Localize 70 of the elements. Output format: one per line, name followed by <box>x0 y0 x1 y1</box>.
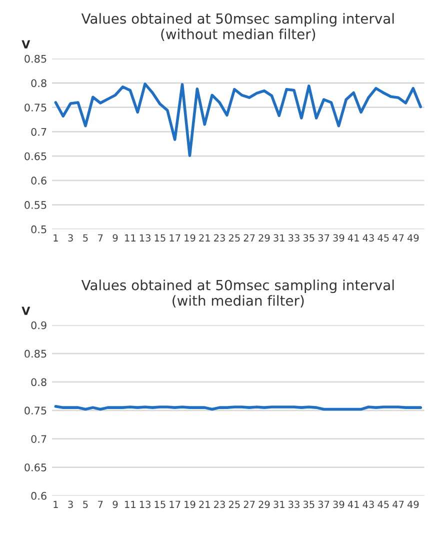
x-tick-label: 33 <box>288 500 300 508</box>
x-tick-label: 7 <box>98 500 103 508</box>
x-tick-label: 43 <box>362 234 374 242</box>
x-tick-label: 13 <box>140 500 150 508</box>
x-tick-label: 21 <box>199 234 210 242</box>
x-tick-label: 9 <box>112 500 118 508</box>
x-tick-label: 25 <box>228 500 240 508</box>
y-tick-label: 0.65 <box>24 463 46 472</box>
x-tick-label: 45 <box>378 234 389 242</box>
x-tick-label: 15 <box>154 234 166 242</box>
x-tick-label: 41 <box>348 500 359 508</box>
x-tick-label: 31 <box>274 500 284 508</box>
x-tick-label: 19 <box>184 500 196 508</box>
x-tick-label: 1 <box>54 500 58 508</box>
x-tick-label: 23 <box>214 500 225 508</box>
line-series <box>54 82 422 157</box>
chart-title: Values obtained at 50msec sampling interval (without median filter) <box>81 13 394 42</box>
x-tick-label: 25 <box>228 234 240 242</box>
y-tick-label: 0.85 <box>24 350 46 358</box>
x-tick-label: 9 <box>112 234 118 242</box>
x-tick-label: 3 <box>68 500 73 508</box>
x-tick-label: 39 <box>333 234 344 242</box>
y-tick-label: 0.9 <box>31 321 46 330</box>
x-tick-label: 49 <box>407 500 419 508</box>
y-tick-label: 0.5 <box>31 225 46 234</box>
x-tick-label: 31 <box>274 234 284 242</box>
x-tick-label: 7 <box>98 234 103 242</box>
x-tick-label: 49 <box>407 234 419 242</box>
y-tick-label: 0.65 <box>24 152 46 160</box>
x-tick-label: 27 <box>244 500 255 508</box>
y-tick-label: 0.6 <box>31 492 46 500</box>
y-tick-label: 0.75 <box>24 406 46 415</box>
x-tick-label: 45 <box>378 500 389 508</box>
x-tick-label: 5 <box>83 234 88 242</box>
x-tick-label: 47 <box>392 234 404 242</box>
x-tick-label: 21 <box>199 500 210 508</box>
y-axis-title: V <box>22 40 30 48</box>
x-tick-label: 15 <box>154 500 166 508</box>
x-tick-label: 37 <box>318 234 330 242</box>
x-tick-label: 29 <box>258 234 270 242</box>
x-tick-label: 23 <box>214 234 225 242</box>
y-tick-label: 0.75 <box>24 104 46 112</box>
x-tick-label: 37 <box>318 500 330 508</box>
x-tick-label: 11 <box>125 500 136 508</box>
x-tick-label: 5 <box>83 500 88 508</box>
y-tick-label: 0.8 <box>31 378 46 386</box>
x-tick-label: 1 <box>54 234 58 242</box>
x-tick-label: 39 <box>333 500 344 508</box>
x-tick-label: 35 <box>303 234 314 242</box>
y-tick-label: 0.8 <box>31 79 46 88</box>
x-tick-label: 47 <box>392 500 404 508</box>
y-tick-label: 0.7 <box>31 128 46 136</box>
y-tick-label: 0.55 <box>24 201 46 209</box>
x-tick-label: 33 <box>288 234 300 242</box>
chart-title: Values obtained at 50msec sampling interval (with median filter) <box>81 280 394 308</box>
x-tick-label: 27 <box>244 234 255 242</box>
x-tick-label: 13 <box>140 234 150 242</box>
x-tick-label: 3 <box>68 234 73 242</box>
y-tick-label: 0.85 <box>24 54 46 63</box>
x-tick-label: 17 <box>170 500 180 508</box>
y-tick-label: 0.6 <box>31 176 46 185</box>
x-tick-label: 29 <box>258 500 270 508</box>
x-tick-label: 35 <box>303 500 314 508</box>
x-tick-label: 43 <box>362 500 374 508</box>
x-tick-label: 11 <box>125 234 136 242</box>
y-axis-title: V <box>22 306 30 315</box>
x-tick-label: 19 <box>184 234 196 242</box>
y-tick-label: 0.7 <box>31 435 46 443</box>
x-tick-label: 17 <box>170 234 180 242</box>
x-tick-label: 41 <box>348 234 359 242</box>
